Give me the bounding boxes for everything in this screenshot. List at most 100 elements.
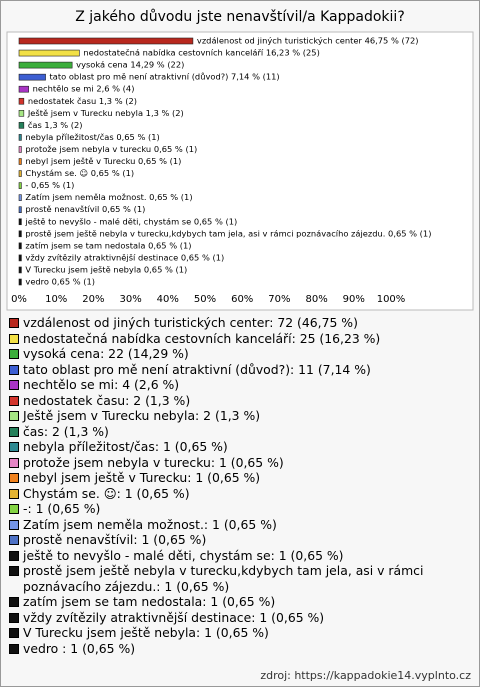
value-label: nedostatečná nabídka cestovních kancelář… xyxy=(83,48,319,58)
legend-swatch xyxy=(9,333,19,344)
value-label: zatím jsem se tam nedostala 0,65 % (1) xyxy=(25,240,191,250)
legend-entry: vzdálenost od jiných turistických center… xyxy=(9,315,449,331)
value-label: vzdálenost od jiných turistických center… xyxy=(197,36,419,46)
legend-swatch xyxy=(9,457,19,468)
legend-label: nedostatek času: 2 (1,3 %) xyxy=(23,392,191,408)
legend-entry: nebyl jsem ještě v Turecku: 1 (0,65 %) xyxy=(9,470,449,486)
legend-swatch xyxy=(9,318,19,328)
value-label: Ještě jsem v Turecku nebyla 1,3 % (2) xyxy=(27,108,184,118)
legend-swatch xyxy=(9,643,19,654)
legend-swatch xyxy=(9,628,19,638)
legend-swatch xyxy=(9,566,19,576)
x-tick-label: 80% xyxy=(305,294,327,305)
legend-swatch xyxy=(9,504,19,514)
bar xyxy=(18,194,22,201)
bar xyxy=(18,206,22,213)
legend-swatch xyxy=(9,364,19,375)
bar xyxy=(18,230,22,238)
bar xyxy=(18,158,22,165)
value-label: prostě nenavštívil 0,65 % (1) xyxy=(25,204,145,214)
legend-label: nebyl jsem ještě v Turecku: 1 (0,65 %) xyxy=(23,470,261,485)
legend-label: čas: 2 (1,3 %) xyxy=(23,423,109,439)
value-label: ještě to nevyšlo - malé děti, chystám se… xyxy=(24,216,237,226)
bar xyxy=(18,182,22,189)
bar xyxy=(18,266,22,274)
value-label: vždy zvítězily atraktivnější destinace 0… xyxy=(25,252,224,262)
legend-label: zatím jsem se tam nedostala: 1 (0,65 %) xyxy=(23,594,276,609)
legend-entry: protože jsem nebyla v turecku: 1 (0,65 %… xyxy=(9,455,449,471)
legend-label: ještě to nevyšlo - malé děti, chystám se… xyxy=(23,547,344,563)
legend-label: tato oblast pro mě není atraktivní (důvo… xyxy=(23,361,371,377)
value-label: nebyla příležitost/čas 0,65 % (1) xyxy=(25,132,159,142)
bar xyxy=(18,61,73,69)
x-tick-label: 50% xyxy=(194,294,216,305)
bar xyxy=(18,146,22,153)
value-label: čas 1,3 % (2) xyxy=(28,120,83,130)
value-label: V Turecku jsem ještě nebyla 0,65 % (1) xyxy=(25,264,187,274)
legend-swatch xyxy=(9,395,19,406)
plot-frame xyxy=(6,31,474,311)
legend-label: V Turecku jsem ještě nebyla: 1 (0,65 %) xyxy=(23,625,269,640)
source: zdroj: https://kappadokie14.vyplnto.cz xyxy=(260,669,471,682)
legend-entry: nebyla příležitost/čas: 1 (0,65 %) xyxy=(9,439,449,455)
legend-entry: prostě jsem ještě nebyla v turecku,kdyby… xyxy=(9,563,449,594)
x-tick-label: 20% xyxy=(82,294,104,305)
legend-entry: Zatím jsem neměla možnost.: 1 (0,65 %) xyxy=(9,517,449,533)
legend-entry: V Turecku jsem ještě nebyla: 1 (0,65 %) xyxy=(9,625,449,641)
legend-label: Chystám se. ☺: 1 (0,65 %) xyxy=(23,485,190,501)
legend-entry: ještě to nevyšlo - malé děti, chystám se… xyxy=(9,548,449,564)
value-label: vysoká cena 14,29 % (22) xyxy=(76,60,184,70)
bar xyxy=(18,122,25,129)
legend-entry: tato oblast pro mě není atraktivní (důvo… xyxy=(9,362,449,378)
legend-entry: vedro : 1 (0,65 %) xyxy=(9,641,449,657)
legend-label: vzdálenost od jiných turistických center… xyxy=(23,315,358,330)
value-label: Chystám se. ☺ 0,65 % (1) xyxy=(25,168,134,178)
bar xyxy=(18,134,22,141)
bar xyxy=(18,170,22,177)
value-label: nechtělo se mi 2,6 % (4) xyxy=(33,84,135,94)
legend-label: prostě nenavštívil: 1 (0,65 %) xyxy=(23,532,207,547)
value-label: - 0,65 % (1) xyxy=(25,180,74,190)
legend-swatch xyxy=(9,488,19,499)
legend-label: nedostatečná nabídka cestovních kancelář… xyxy=(23,330,381,346)
legend-swatch xyxy=(9,550,19,561)
legend: vzdálenost od jiných turistických center… xyxy=(9,315,449,656)
legend-entry: nedostatečná nabídka cestovních kancelář… xyxy=(9,331,449,347)
bar xyxy=(18,49,80,57)
x-tick-label: 10% xyxy=(45,294,67,305)
x-tick-label: 70% xyxy=(268,294,290,305)
legend-swatch xyxy=(9,349,19,359)
legend-entry: nechtělo se mi: 4 (2,6 %) xyxy=(9,377,449,393)
legend-entry: nedostatek času: 2 (1,3 %) xyxy=(9,393,449,409)
x-tick-label: 90% xyxy=(343,294,365,305)
legend-label: protože jsem nebyla v turecku: 1 (0,65 %… xyxy=(23,454,284,470)
legend-entry: zatím jsem se tam nedostala: 1 (0,65 %) xyxy=(9,594,449,610)
legend-entry: čas: 2 (1,3 %) xyxy=(9,424,449,440)
legend-swatch xyxy=(9,380,19,390)
bar xyxy=(18,85,29,93)
legend-entry: Ještě jsem v Turecku nebyla: 2 (1,3 %) xyxy=(9,408,449,424)
legend-entry: prostě nenavštívil: 1 (0,65 %) xyxy=(9,532,449,548)
legend-swatch xyxy=(9,519,19,530)
bar xyxy=(18,110,25,117)
bar xyxy=(18,37,194,45)
value-label: nedostatek času 1,3 % (2) xyxy=(28,96,137,106)
x-tick-label: 0% xyxy=(11,294,27,305)
legend-label: Ještě jsem v Turecku nebyla: 2 (1,3 %) xyxy=(23,408,261,423)
value-label: protože jsem nebyla v turecku 0,65 % (1) xyxy=(25,144,197,154)
x-tick-label: 40% xyxy=(157,294,179,305)
value-label: tato oblast pro mě není atraktivní (důvo… xyxy=(50,72,280,82)
value-label: Zatím jsem neměla možnost. 0,65 % (1) xyxy=(25,192,192,202)
legend-label: vedro : 1 (0,65 %) xyxy=(23,640,136,656)
legend-entry: vysoká cena: 22 (14,29 %) xyxy=(9,346,449,362)
legend-swatch xyxy=(9,597,19,607)
value-label: vedro 0,65 % (1) xyxy=(25,277,95,287)
legend-swatch xyxy=(9,535,19,545)
legend-swatch xyxy=(9,612,19,623)
legend-swatch xyxy=(9,473,19,483)
value-label: nebyl jsem ještě v Turecku 0,65 % (1) xyxy=(25,156,181,166)
bar xyxy=(18,218,22,226)
bar xyxy=(18,254,22,262)
chart: Z jakého důvodu jste nenavštívil/a Kappa… xyxy=(6,9,474,311)
legend-label: vždy zvítězily atraktivnější destinace: … xyxy=(23,609,325,625)
